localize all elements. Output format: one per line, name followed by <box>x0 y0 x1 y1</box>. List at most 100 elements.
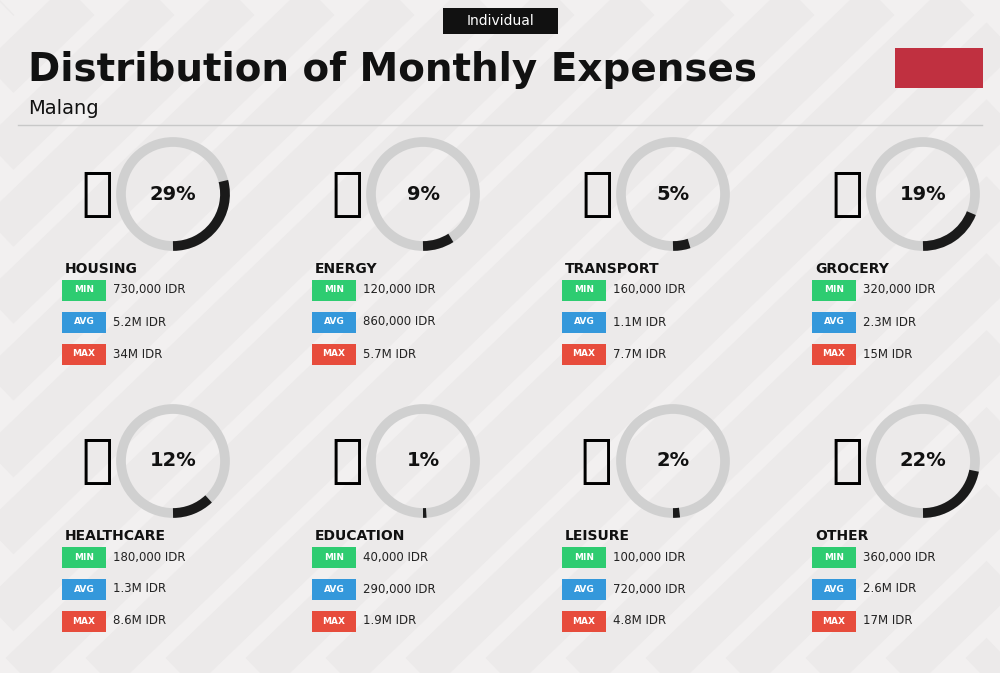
Text: 5%: 5% <box>656 184 690 203</box>
FancyBboxPatch shape <box>62 343 106 365</box>
Text: GROCERY: GROCERY <box>815 262 889 276</box>
Text: AVG: AVG <box>824 318 844 326</box>
Text: 🏥: 🏥 <box>81 435 113 487</box>
Text: 730,000 IDR: 730,000 IDR <box>113 283 186 297</box>
Text: 2.3M IDR: 2.3M IDR <box>863 316 916 328</box>
Text: 720,000 IDR: 720,000 IDR <box>613 583 686 596</box>
Text: ENERGY: ENERGY <box>315 262 378 276</box>
Text: 💰: 💰 <box>831 435 863 487</box>
FancyBboxPatch shape <box>562 610 606 631</box>
Text: Individual: Individual <box>466 14 534 28</box>
Text: MIN: MIN <box>824 285 844 295</box>
FancyBboxPatch shape <box>312 312 356 332</box>
Text: 17M IDR: 17M IDR <box>863 614 912 627</box>
Text: MIN: MIN <box>74 285 94 295</box>
Text: 🔌: 🔌 <box>331 168 363 220</box>
Text: 5.2M IDR: 5.2M IDR <box>113 316 166 328</box>
FancyBboxPatch shape <box>812 312 856 332</box>
Text: AVG: AVG <box>74 318 94 326</box>
FancyBboxPatch shape <box>812 579 856 600</box>
FancyBboxPatch shape <box>812 279 856 301</box>
Text: 🚌: 🚌 <box>581 168 613 220</box>
Text: MIN: MIN <box>324 285 344 295</box>
FancyBboxPatch shape <box>312 343 356 365</box>
Text: 4.8M IDR: 4.8M IDR <box>613 614 666 627</box>
Text: 1.9M IDR: 1.9M IDR <box>363 614 416 627</box>
Text: MAX: MAX <box>72 349 96 359</box>
Text: 160,000 IDR: 160,000 IDR <box>613 283 686 297</box>
Text: HEALTHCARE: HEALTHCARE <box>65 529 166 543</box>
Text: EDUCATION: EDUCATION <box>315 529 405 543</box>
Text: 360,000 IDR: 360,000 IDR <box>863 551 936 563</box>
FancyBboxPatch shape <box>62 279 106 301</box>
Text: 19%: 19% <box>900 184 946 203</box>
Text: 🛍️: 🛍️ <box>581 435 613 487</box>
Text: 120,000 IDR: 120,000 IDR <box>363 283 436 297</box>
Text: 860,000 IDR: 860,000 IDR <box>363 316 436 328</box>
Text: 1.1M IDR: 1.1M IDR <box>613 316 666 328</box>
Text: TRANSPORT: TRANSPORT <box>565 262 660 276</box>
Text: MIN: MIN <box>824 553 844 561</box>
Text: Malang: Malang <box>28 98 99 118</box>
FancyBboxPatch shape <box>562 546 606 567</box>
FancyBboxPatch shape <box>312 579 356 600</box>
Text: Distribution of Monthly Expenses: Distribution of Monthly Expenses <box>28 51 757 89</box>
FancyBboxPatch shape <box>62 579 106 600</box>
Text: 1%: 1% <box>406 452 440 470</box>
Text: 2.6M IDR: 2.6M IDR <box>863 583 916 596</box>
FancyBboxPatch shape <box>562 579 606 600</box>
Text: MAX: MAX <box>822 616 846 625</box>
Text: 2%: 2% <box>656 452 690 470</box>
Text: 5.7M IDR: 5.7M IDR <box>363 347 416 361</box>
Text: OTHER: OTHER <box>815 529 868 543</box>
Text: MAX: MAX <box>822 349 846 359</box>
FancyBboxPatch shape <box>812 546 856 567</box>
Text: MAX: MAX <box>72 616 96 625</box>
FancyBboxPatch shape <box>895 48 983 88</box>
Text: 290,000 IDR: 290,000 IDR <box>363 583 436 596</box>
FancyBboxPatch shape <box>62 610 106 631</box>
Text: 8.6M IDR: 8.6M IDR <box>113 614 166 627</box>
FancyBboxPatch shape <box>562 343 606 365</box>
FancyBboxPatch shape <box>62 312 106 332</box>
Text: 9%: 9% <box>406 184 440 203</box>
FancyBboxPatch shape <box>312 279 356 301</box>
FancyBboxPatch shape <box>312 610 356 631</box>
FancyBboxPatch shape <box>562 312 606 332</box>
Text: MAX: MAX <box>322 349 346 359</box>
FancyBboxPatch shape <box>562 279 606 301</box>
FancyBboxPatch shape <box>812 343 856 365</box>
Text: MIN: MIN <box>574 285 594 295</box>
Text: AVG: AVG <box>74 584 94 594</box>
Text: AVG: AVG <box>574 318 594 326</box>
Text: MAX: MAX <box>572 349 596 359</box>
Text: MIN: MIN <box>324 553 344 561</box>
Text: 🛒: 🛒 <box>831 168 863 220</box>
Text: 34M IDR: 34M IDR <box>113 347 162 361</box>
Text: 1.3M IDR: 1.3M IDR <box>113 583 166 596</box>
Text: MIN: MIN <box>74 553 94 561</box>
Text: 40,000 IDR: 40,000 IDR <box>363 551 428 563</box>
Text: AVG: AVG <box>324 584 344 594</box>
Text: AVG: AVG <box>324 318 344 326</box>
FancyBboxPatch shape <box>442 8 558 34</box>
Text: 29%: 29% <box>150 184 196 203</box>
Text: 320,000 IDR: 320,000 IDR <box>863 283 936 297</box>
FancyBboxPatch shape <box>812 610 856 631</box>
Text: 7.7M IDR: 7.7M IDR <box>613 347 666 361</box>
Text: MAX: MAX <box>572 616 596 625</box>
Text: AVG: AVG <box>824 584 844 594</box>
Text: 15M IDR: 15M IDR <box>863 347 912 361</box>
Text: MAX: MAX <box>322 616 346 625</box>
Text: LEISURE: LEISURE <box>565 529 630 543</box>
Text: 22%: 22% <box>900 452 946 470</box>
Text: 180,000 IDR: 180,000 IDR <box>113 551 186 563</box>
Text: 🎓: 🎓 <box>331 435 363 487</box>
FancyBboxPatch shape <box>62 546 106 567</box>
Text: 12%: 12% <box>150 452 196 470</box>
Text: MIN: MIN <box>574 553 594 561</box>
Text: HOUSING: HOUSING <box>65 262 138 276</box>
Text: 🏢: 🏢 <box>81 168 113 220</box>
FancyBboxPatch shape <box>312 546 356 567</box>
Text: 100,000 IDR: 100,000 IDR <box>613 551 686 563</box>
